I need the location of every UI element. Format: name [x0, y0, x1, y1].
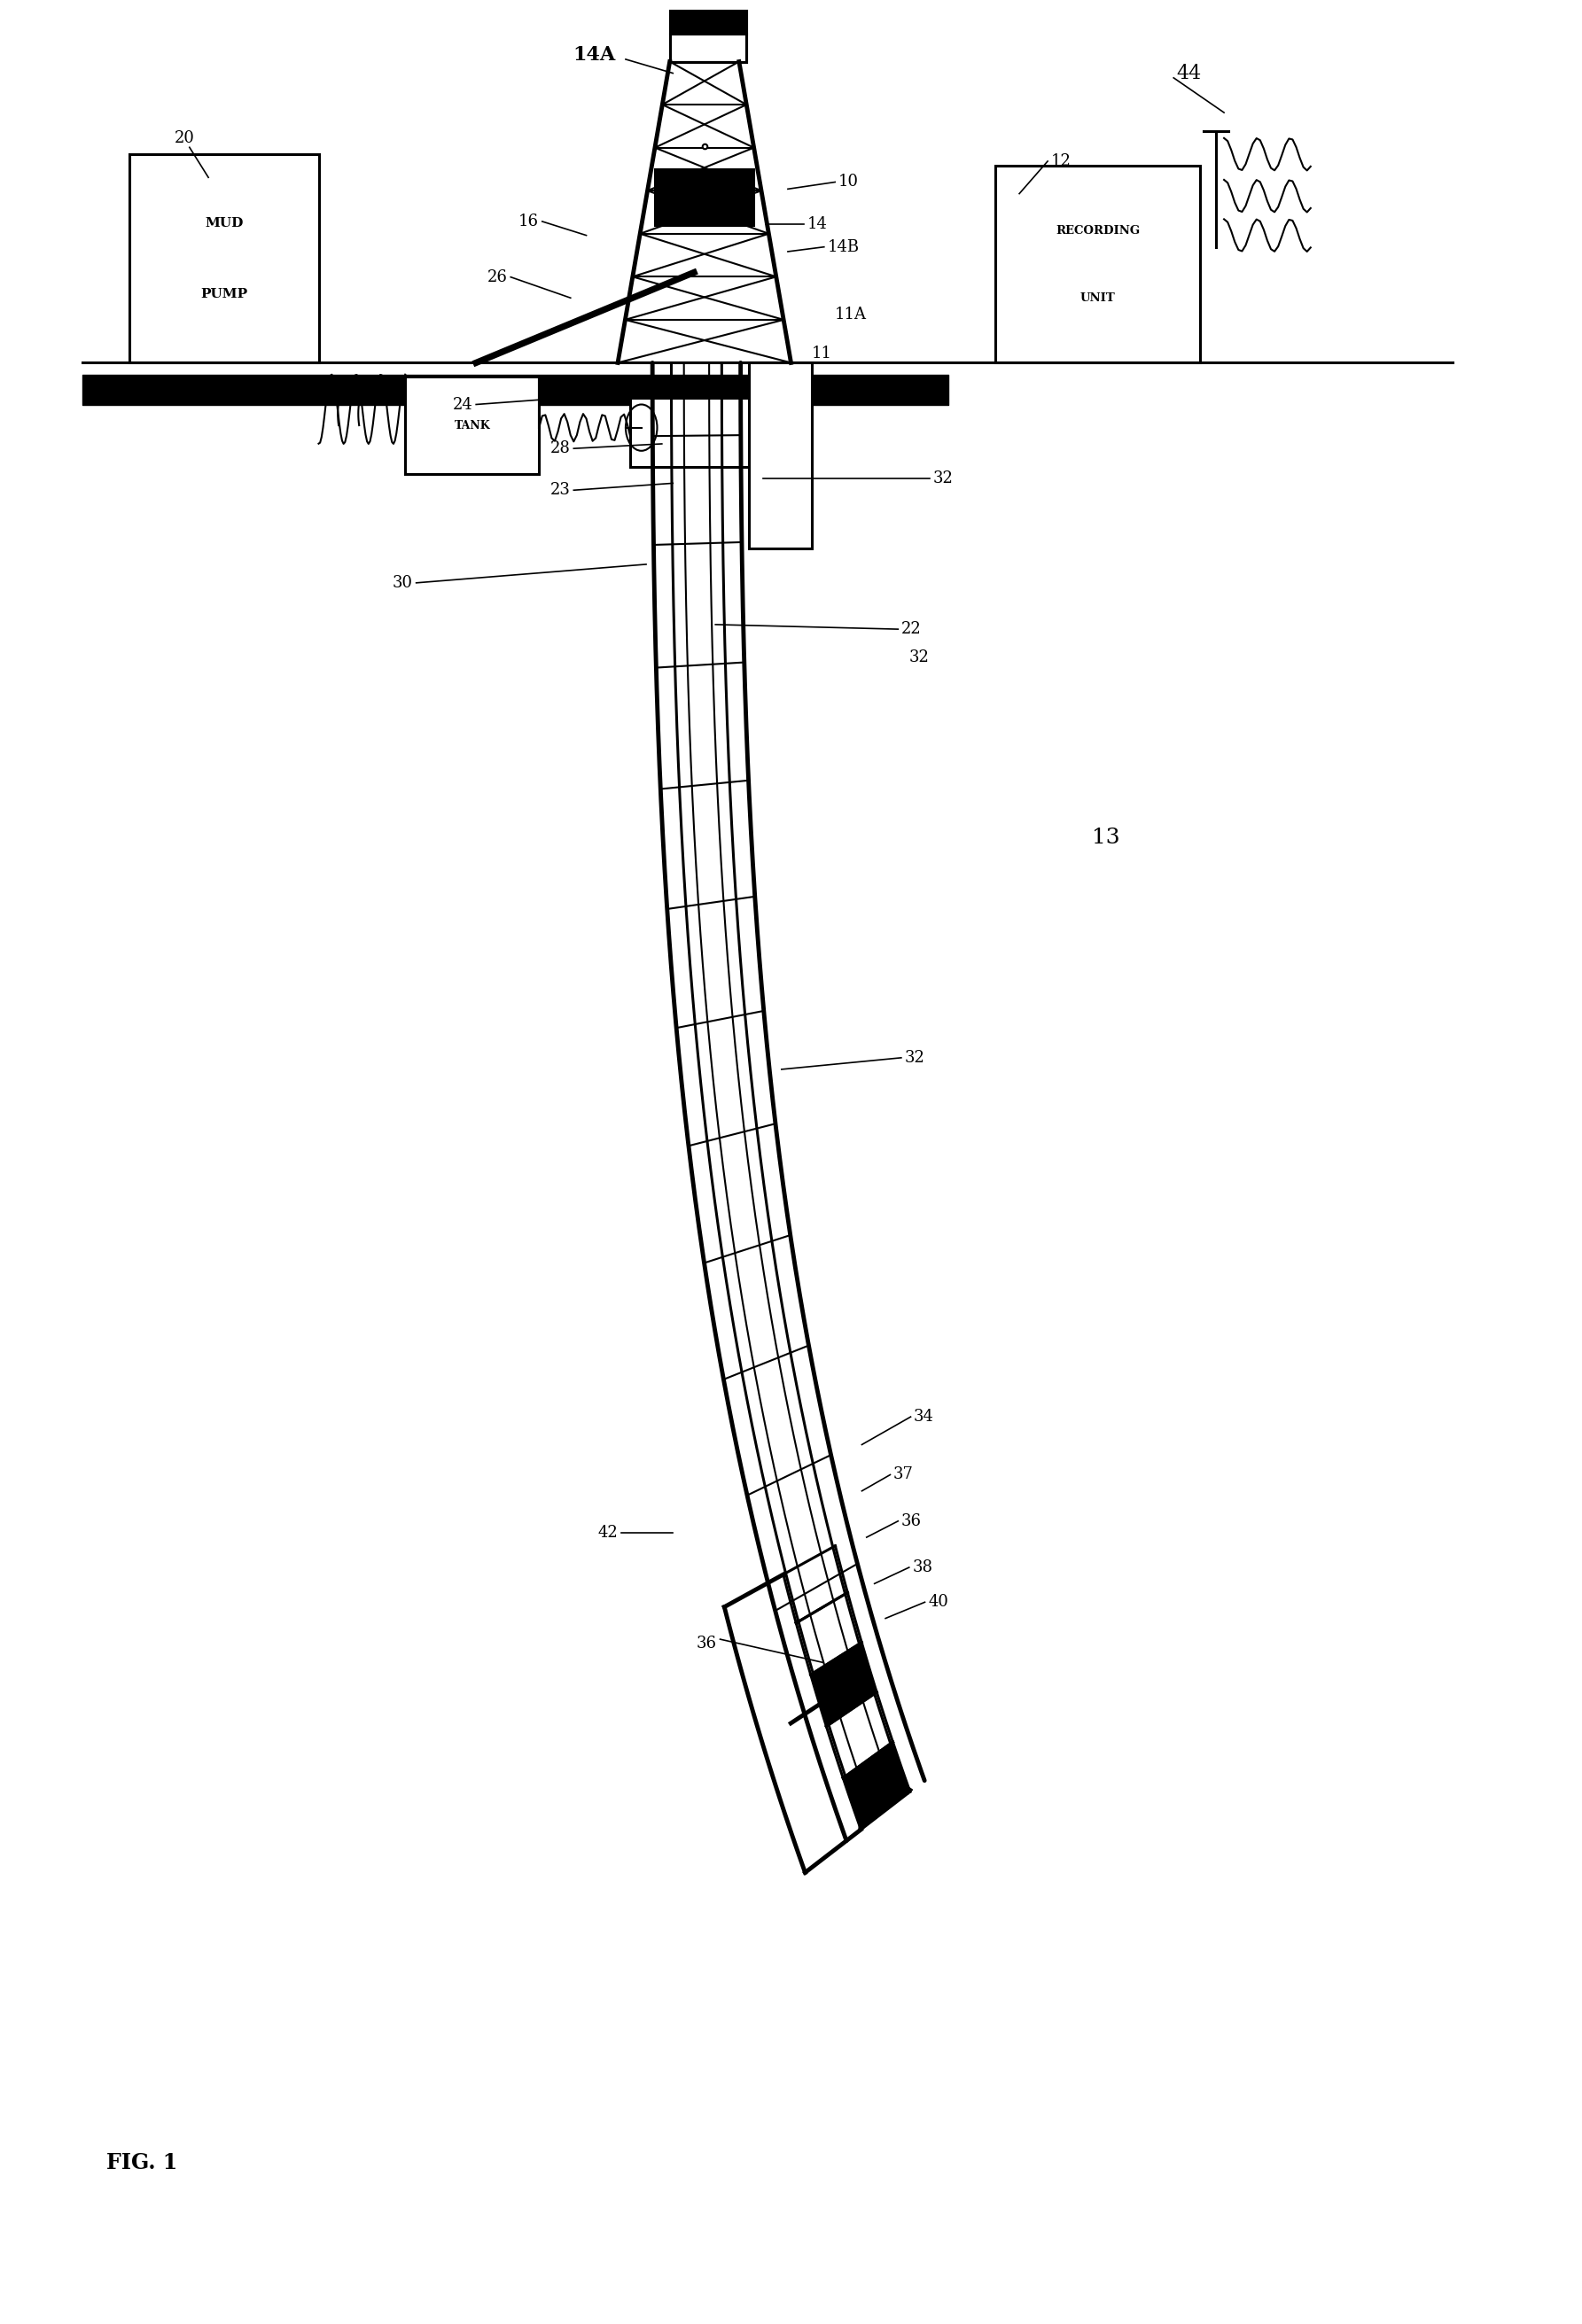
- Text: 32: 32: [910, 648, 929, 665]
- Bar: [748, 363, 812, 548]
- Text: 24: 24: [452, 397, 473, 411]
- Text: 38: 38: [913, 1559, 933, 1576]
- Text: TANK: TANK: [454, 421, 490, 430]
- Text: 36: 36: [696, 1636, 717, 1652]
- Text: MUD: MUD: [206, 216, 244, 230]
- Text: 44: 44: [1177, 63, 1202, 84]
- Text: 22: 22: [902, 621, 921, 637]
- Text: 26: 26: [487, 270, 508, 286]
- Text: 14A: 14A: [573, 44, 615, 65]
- Text: 32: 32: [905, 1050, 924, 1067]
- Text: 36: 36: [902, 1513, 922, 1529]
- Text: 14: 14: [807, 216, 827, 232]
- Bar: [630, 397, 763, 467]
- Text: 13: 13: [1092, 827, 1120, 848]
- Text: 28: 28: [551, 442, 571, 456]
- Text: 11: 11: [812, 346, 832, 363]
- Text: 42: 42: [598, 1525, 619, 1541]
- Text: 23: 23: [551, 481, 571, 497]
- Text: 20: 20: [174, 130, 195, 146]
- Text: 34: 34: [914, 1408, 933, 1425]
- Bar: [130, 153, 318, 363]
- Text: 16: 16: [519, 214, 539, 230]
- Text: 32: 32: [933, 472, 952, 486]
- Text: 10: 10: [838, 174, 859, 191]
- Bar: [995, 165, 1201, 363]
- Bar: [669, 33, 747, 63]
- Text: 14B: 14B: [827, 239, 859, 256]
- Text: 11A: 11A: [835, 307, 867, 323]
- Text: 40: 40: [929, 1594, 948, 1611]
- Polygon shape: [859, 1759, 913, 1831]
- Text: 37: 37: [894, 1466, 914, 1483]
- Polygon shape: [843, 1743, 910, 1829]
- Text: 12: 12: [1050, 153, 1071, 170]
- Polygon shape: [826, 1692, 892, 1778]
- Bar: [669, 12, 747, 33]
- Text: UNIT: UNIT: [1081, 293, 1115, 304]
- Text: 30: 30: [392, 574, 413, 590]
- Text: FIG. 1: FIG. 1: [106, 2152, 177, 2173]
- Bar: [655, 170, 753, 225]
- Text: PUMP: PUMP: [201, 288, 248, 300]
- Polygon shape: [810, 1643, 876, 1727]
- Bar: [669, 12, 747, 63]
- Polygon shape: [783, 1545, 848, 1622]
- Text: RECORDING: RECORDING: [1055, 225, 1141, 237]
- Bar: [405, 376, 539, 474]
- Polygon shape: [796, 1592, 862, 1676]
